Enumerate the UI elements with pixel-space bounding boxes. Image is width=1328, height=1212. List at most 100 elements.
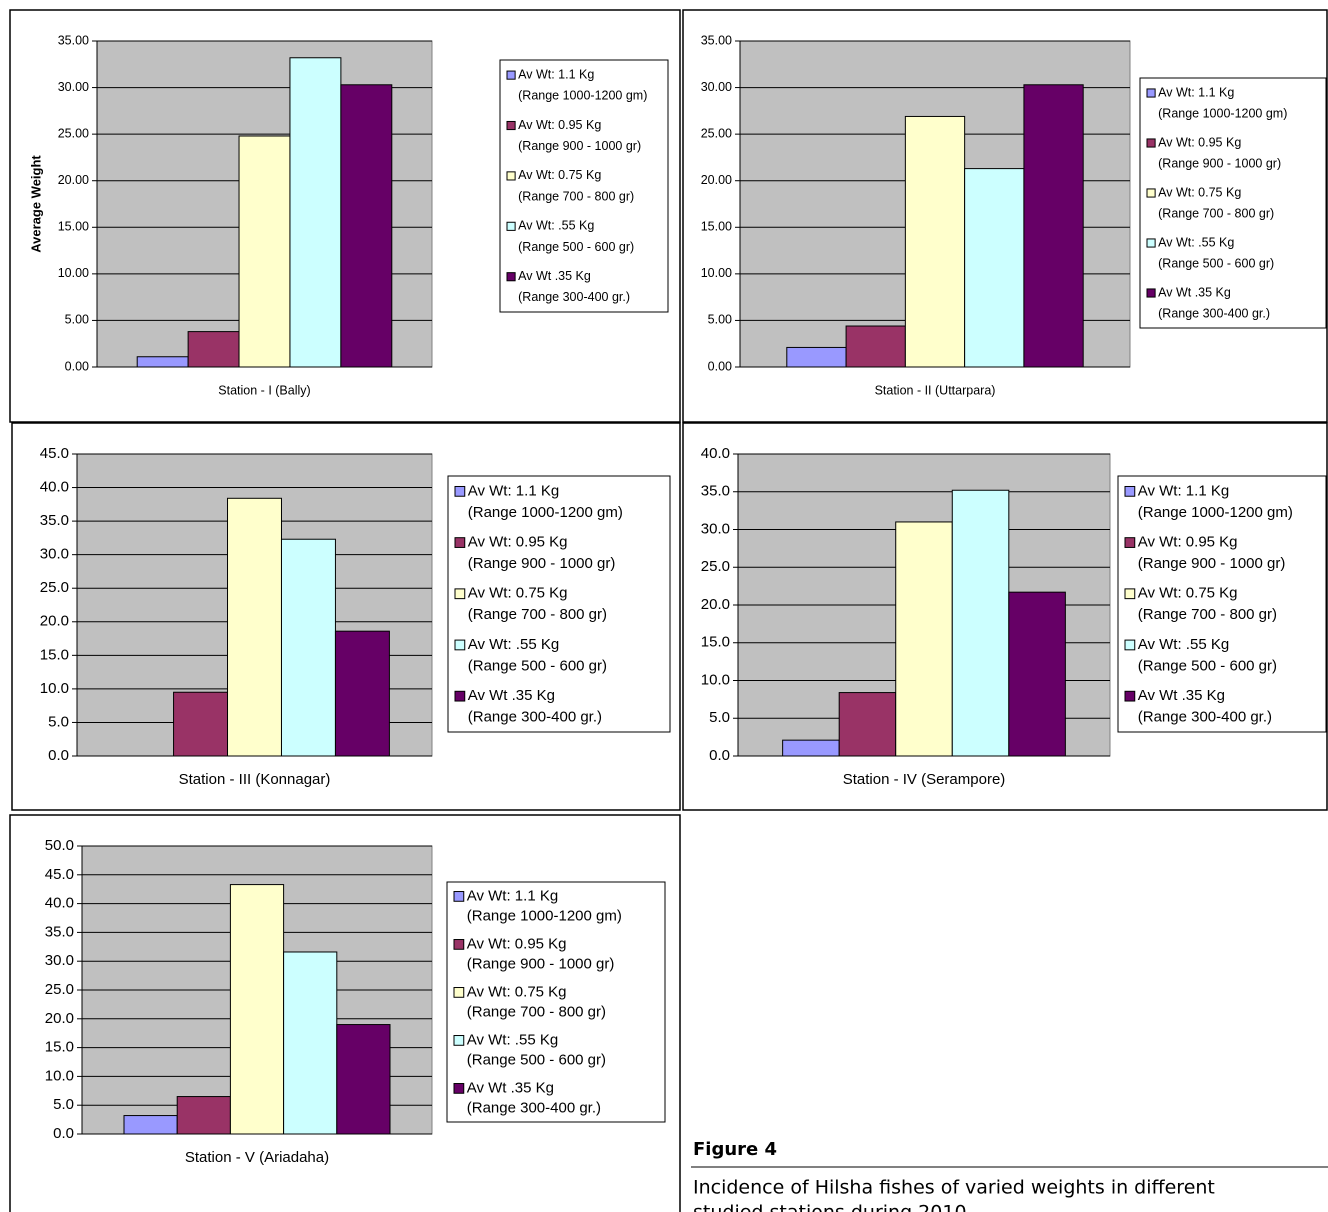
legend-marker <box>1124 588 1136 600</box>
y-tick-label: 30.0 <box>701 520 730 537</box>
legend-box <box>1117 475 1327 733</box>
legend-marker <box>1146 238 1156 248</box>
bar <box>334 630 390 757</box>
legend-label: (Range 300-400 gr.) <box>467 1100 601 1117</box>
y-tick-label: 20.0 <box>701 596 730 613</box>
bar <box>895 521 953 757</box>
y-tick-label: 30.00 <box>58 80 89 94</box>
legend-label: (Range 1000-1200 gm) <box>1158 106 1287 120</box>
y-tick-label: 45.0 <box>40 445 69 462</box>
legend-label: (Range 1000-1200 gm) <box>468 504 623 521</box>
y-tick-label: 0.0 <box>48 747 69 764</box>
legend-label: (Range 900 - 1000 gr) <box>468 555 616 572</box>
legend-label: (Range 900 - 1000 gr) <box>467 956 615 973</box>
y-tick-label: 15.0 <box>701 634 730 651</box>
legend-label: Av Wt: 0.75 Kg <box>467 983 567 1000</box>
legend-label: (Range 300-400 gr.) <box>1158 306 1270 320</box>
legend-marker <box>453 987 465 998</box>
x-tick-label: Station - III (Konnagar) <box>179 771 331 788</box>
bar <box>951 489 1010 757</box>
legend-label: Av Wt: 1.1 Kg <box>467 887 558 904</box>
legend-marker <box>453 1083 465 1094</box>
legend-label: (Range 500 - 600 gr) <box>518 240 634 254</box>
figure-title: Figure 4 <box>693 1139 777 1160</box>
legend-label: Av Wt: 1.1 Kg <box>1138 482 1229 499</box>
legend-marker <box>454 690 466 702</box>
y-tick-label: 5.0 <box>48 713 69 730</box>
bar <box>1008 591 1066 757</box>
bar <box>336 1024 391 1135</box>
legend-label: Av Wt: .55 Kg <box>1138 636 1229 653</box>
bar <box>136 356 189 368</box>
legend-label: Av Wt: 0.95 Kg <box>518 118 601 132</box>
y-tick-label: 40.0 <box>45 895 74 912</box>
legend-box <box>447 475 671 733</box>
y-tick-label: 5.0 <box>709 709 730 726</box>
bar <box>904 115 966 368</box>
panel-border <box>682 9 1328 423</box>
legend-marker <box>506 70 516 80</box>
figure-caption: Incidence of Hilsha fishes of varied wei… <box>693 1177 1215 1199</box>
y-tick-label: 25.0 <box>701 558 730 575</box>
legend-label: Av Wt: 1.1 Kg <box>1158 85 1234 99</box>
legend-label: (Range 300-400 gr.) <box>468 709 602 726</box>
y-tick-label: 25.0 <box>45 981 74 998</box>
bar <box>187 331 240 368</box>
legend-marker <box>1146 288 1156 298</box>
legend-marker <box>454 537 466 548</box>
legend-label: Av Wt: 1.1 Kg <box>518 67 594 81</box>
y-tick-label: 35.0 <box>45 923 74 940</box>
legend-marker <box>1124 690 1136 702</box>
y-tick-label: 10.0 <box>40 680 69 697</box>
y-tick-label: 30.0 <box>40 546 69 563</box>
legend-label: (Range 700 - 800 gr) <box>518 189 634 203</box>
y-tick-label: 25.0 <box>40 579 69 596</box>
bar <box>176 1096 231 1135</box>
legend-label: (Range 700 - 800 gr) <box>1138 606 1277 623</box>
x-tick-label: Station - II (Uttarpara) <box>875 383 996 397</box>
legend-label: (Range 1000-1200 gm) <box>467 908 622 925</box>
legend-label: Av Wt: .55 Kg <box>467 1031 558 1048</box>
bar <box>289 57 342 368</box>
bar <box>123 1115 178 1135</box>
legend-label: Av Wt: 0.95 Kg <box>1158 135 1241 149</box>
legend-label: Av Wt .35 Kg <box>467 1079 554 1096</box>
legend-label: Av Wt: 0.75 Kg <box>468 585 568 602</box>
legend-box <box>446 881 666 1123</box>
panel-border <box>11 422 681 811</box>
legend-marker <box>1124 537 1136 548</box>
bar <box>786 346 847 368</box>
legend-label: (Range 500 - 600 gr) <box>1138 657 1277 674</box>
y-tick-label: 0.00 <box>708 359 732 373</box>
legend-label: Av Wt: 0.95 Kg <box>1138 534 1238 551</box>
legend-label: (Range 1000-1200 gm) <box>1138 504 1293 521</box>
legend-marker <box>453 1035 465 1046</box>
legend-label: Av Wt: 0.75 Kg <box>518 168 601 182</box>
y-tick-label: 20.0 <box>40 613 69 630</box>
legend-marker <box>454 485 466 497</box>
x-tick-label: Station - I (Bally) <box>218 383 310 397</box>
legend-marker <box>454 588 466 600</box>
y-tick-label: 10.00 <box>701 266 732 280</box>
y-tick-label: 5.00 <box>65 313 89 327</box>
legend-label: (Range 700 - 800 gr) <box>467 1004 606 1021</box>
legend-label: Av Wt: .55 Kg <box>518 219 594 233</box>
bar <box>782 739 840 757</box>
legend-label: Av Wt: 0.95 Kg <box>468 534 568 551</box>
legend-marker <box>1124 485 1136 497</box>
bar <box>283 951 338 1135</box>
y-tick-label: 15.0 <box>40 646 69 663</box>
legend-marker <box>1146 88 1156 98</box>
y-tick-label: 20.0 <box>45 1010 74 1027</box>
legend-marker <box>1146 138 1156 148</box>
bar <box>229 884 285 1135</box>
legend-marker <box>506 272 516 282</box>
legend-label: (Range 900 - 1000 gr) <box>1138 555 1286 572</box>
y-tick-label: 35.0 <box>701 483 730 500</box>
y-tick-label: 30.00 <box>701 80 732 94</box>
panel-borders <box>9 9 1328 1212</box>
y-tick-label: 40.0 <box>40 479 69 496</box>
legend-label: Av Wt .35 Kg <box>518 269 591 283</box>
y-tick-label: 35.00 <box>58 33 89 47</box>
